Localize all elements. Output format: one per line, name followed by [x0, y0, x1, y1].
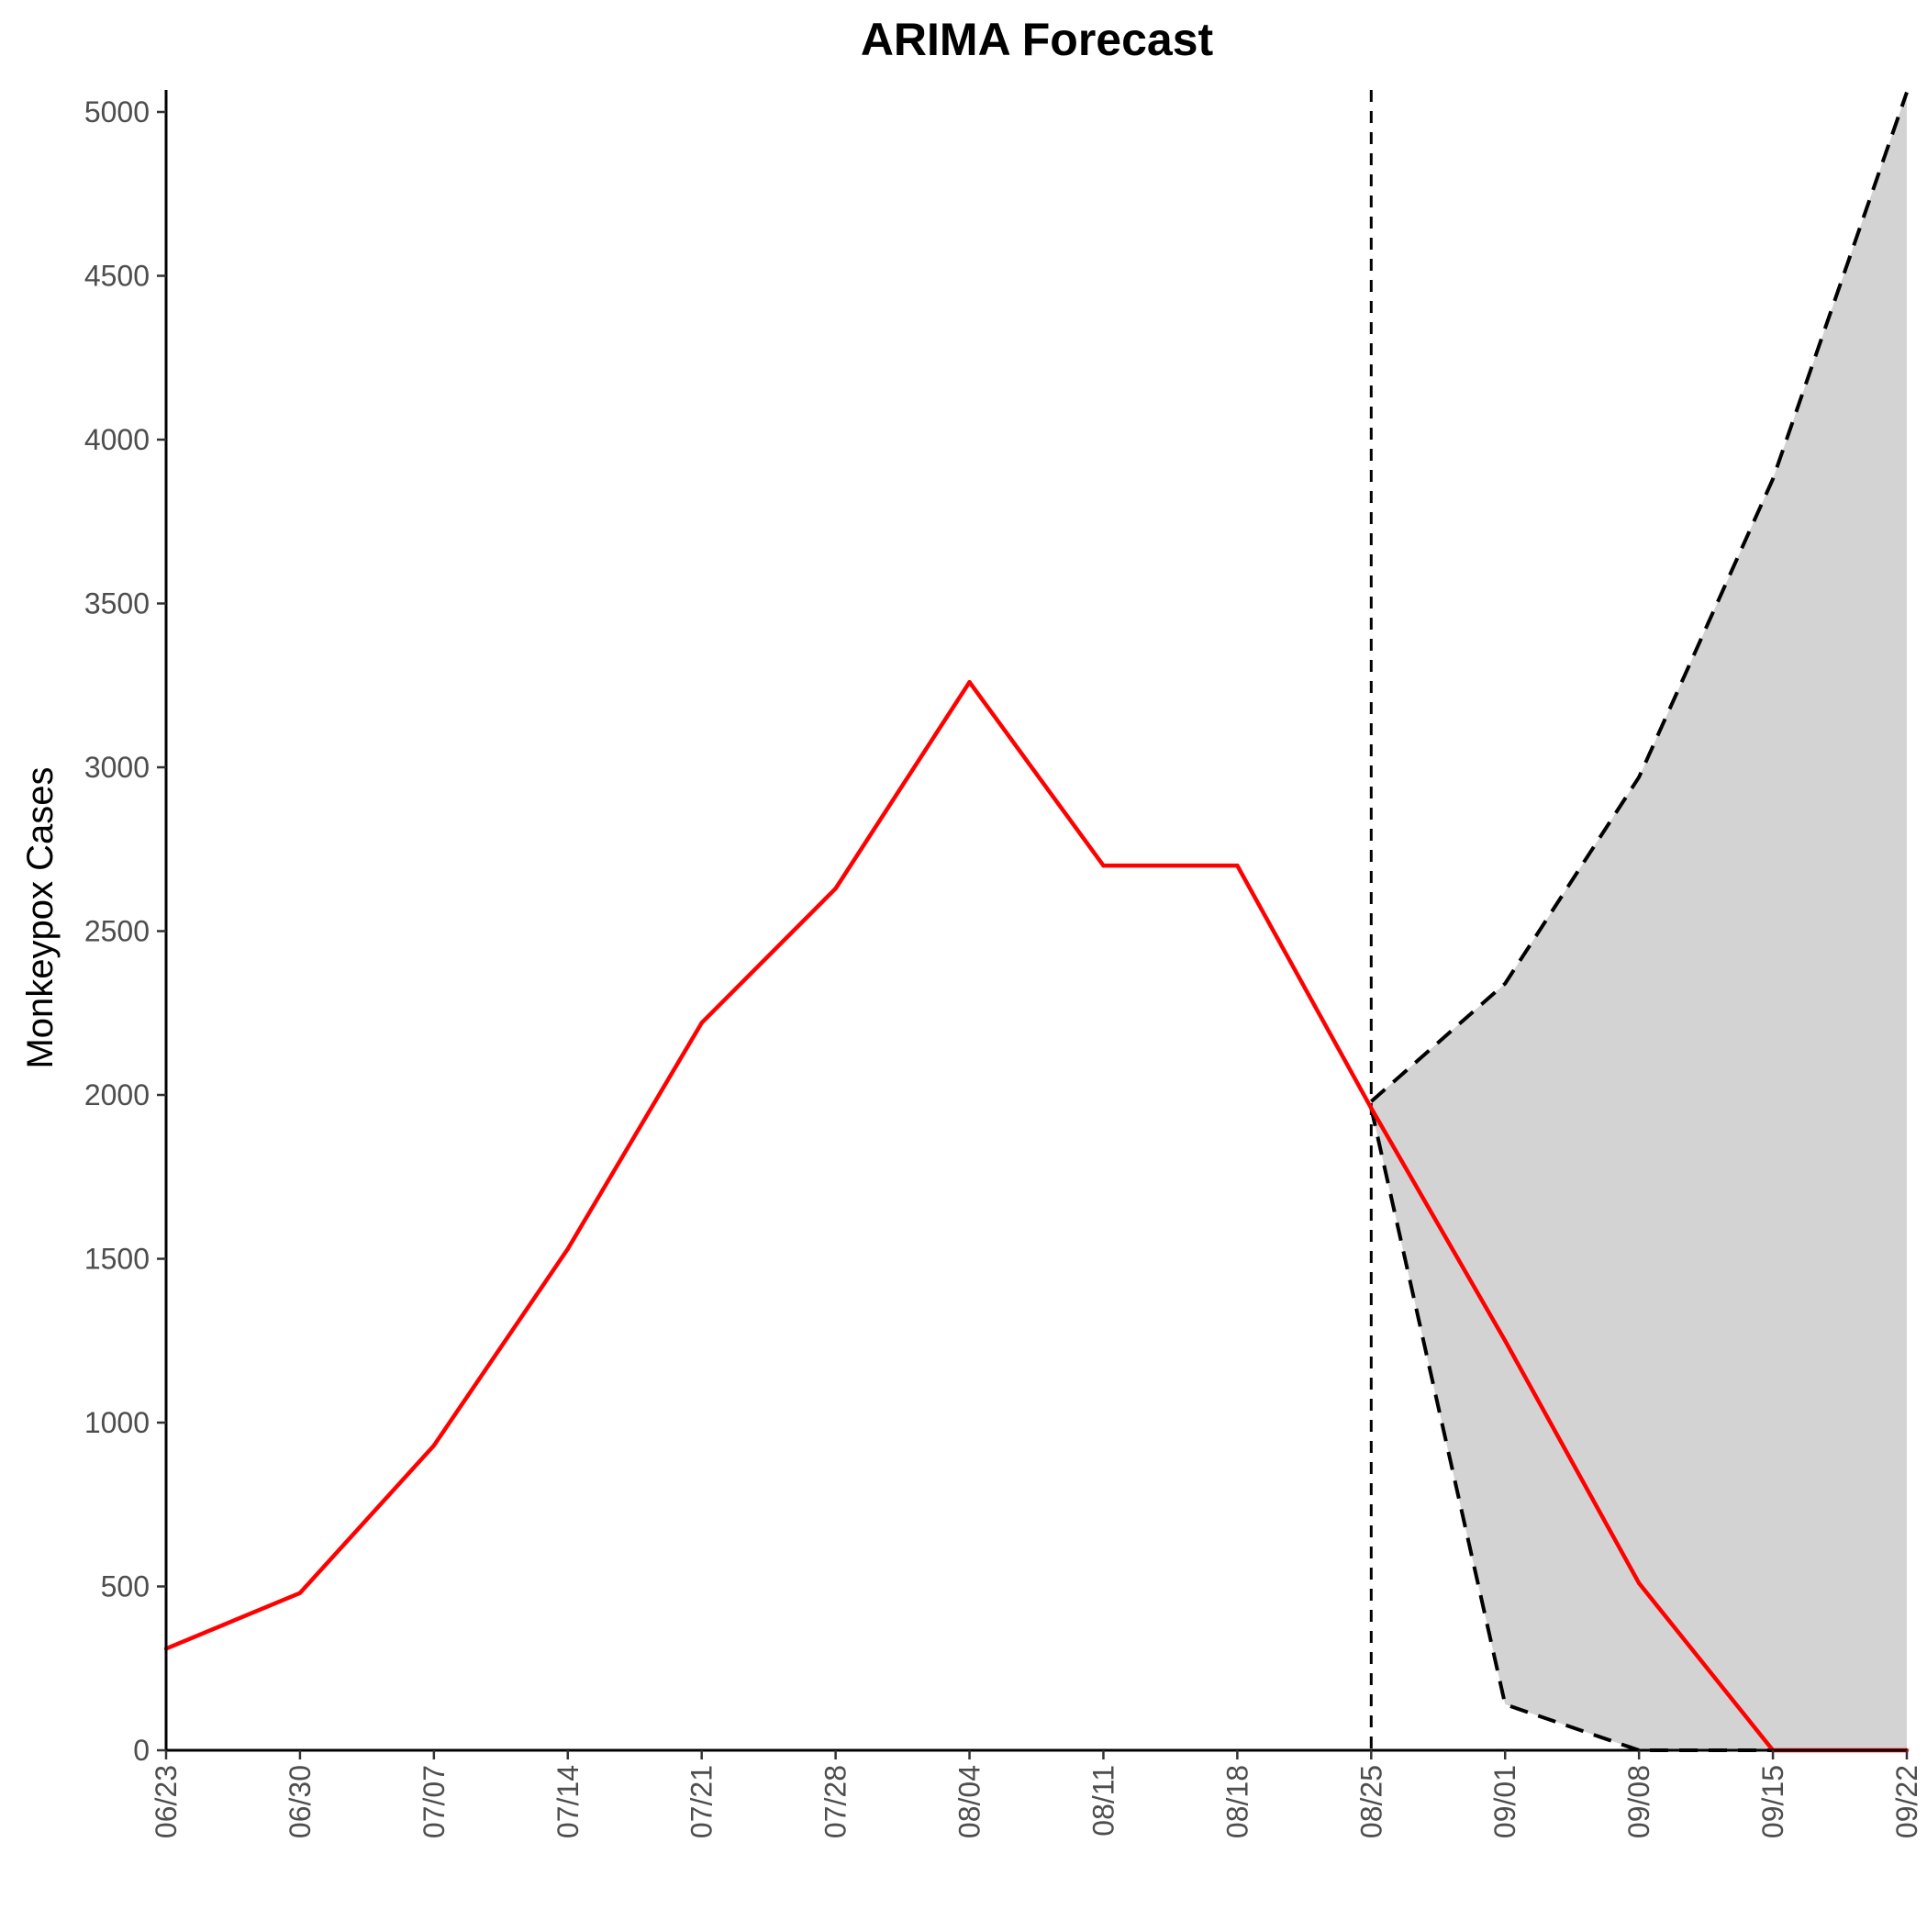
y-tick-label: 4500: [84, 260, 150, 293]
plot-area: [163, 90, 1910, 1753]
series-point: [699, 1021, 704, 1025]
y-axis-label: Monkeypox Cases: [20, 766, 61, 1068]
upper-bound-line: [1369, 91, 1909, 1103]
x-tick-label: 08/04: [953, 1765, 986, 1838]
x-tick-label: 09/15: [1756, 1765, 1789, 1838]
x-tick-label: 08/18: [1220, 1765, 1253, 1838]
y-tick-label: 0: [133, 1734, 150, 1767]
series-point: [833, 886, 838, 891]
series-point: [1636, 1580, 1642, 1586]
y-tick-label: 4000: [84, 423, 150, 456]
y-tick-label: 2000: [84, 1078, 150, 1111]
series-point: [1101, 863, 1106, 868]
x-tick-label: 09/08: [1622, 1765, 1655, 1838]
axes: 0 500 1000 1500 2000 2500 3000 3500 4000 4500 5000…: [84, 90, 1923, 1838]
series-point: [297, 1591, 303, 1595]
x-tick-label: 06/30: [284, 1765, 317, 1838]
series-point: [565, 1246, 570, 1251]
series-point: [967, 679, 972, 685]
x-tick-label: 09/22: [1890, 1765, 1923, 1838]
series-line-0: [165, 679, 1907, 1753]
y-tick-label: 2500: [84, 915, 150, 948]
y-tick-label: 1500: [84, 1243, 150, 1276]
x-tick-label: 07/21: [685, 1765, 718, 1838]
y-tick-label: 3000: [84, 751, 150, 784]
prediction-interval-area: [1371, 92, 1907, 1751]
x-tick-label: 07/28: [819, 1765, 852, 1838]
y-tick-label: 5000: [84, 95, 150, 128]
series-point: [431, 1443, 437, 1448]
chart-title: ARIMA Forecast: [861, 14, 1214, 65]
series-point: [1369, 1106, 1374, 1111]
y-tick-label: 500: [101, 1570, 150, 1603]
x-tick-label: 08/11: [1086, 1765, 1119, 1837]
x-tick-label: 07/14: [551, 1765, 585, 1838]
series-point: [1235, 863, 1240, 868]
series-point: [1503, 1338, 1508, 1343]
y-tick-label: 3500: [84, 587, 150, 620]
x-tick-label: 06/23: [150, 1765, 183, 1838]
y-tick-label: 1000: [84, 1406, 150, 1439]
x-tick-label: 07/07: [418, 1765, 451, 1838]
x-tick-label: 09/01: [1488, 1765, 1521, 1838]
x-tick-label: 08/25: [1354, 1765, 1387, 1838]
